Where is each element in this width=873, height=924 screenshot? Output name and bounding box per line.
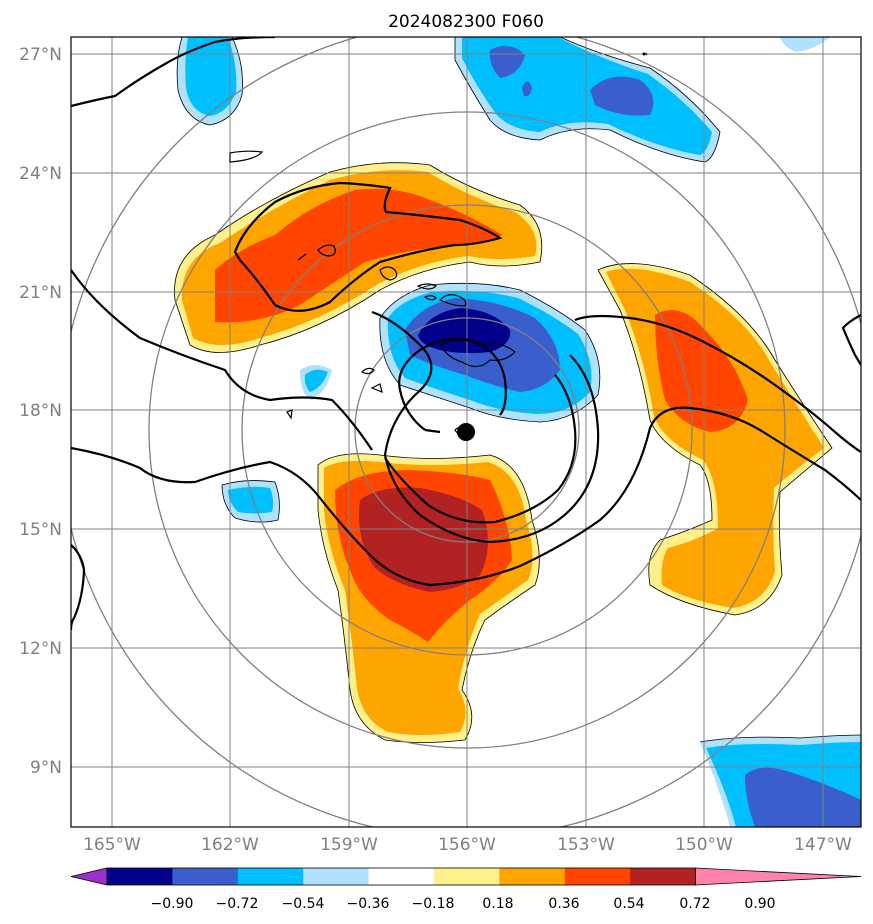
colorbar-segment <box>303 868 370 885</box>
lat-label: 15°N <box>19 520 62 540</box>
contour-east-edge <box>841 314 861 366</box>
longitude-labels: 165°W 162°W 159°W 156°W 153°W 150°W 147°… <box>83 835 852 855</box>
kauai-island <box>379 266 398 281</box>
colorbar-extend-min <box>70 867 108 886</box>
lon-label: 153°W <box>557 835 615 855</box>
colorbar-tick-label: −0.18 <box>412 896 455 912</box>
lon-label: 159°W <box>320 835 378 855</box>
lon-label: 162°W <box>201 835 259 855</box>
nw-strong-positive <box>215 188 502 323</box>
lat-label: 12°N <box>19 639 62 659</box>
colorbar-frame <box>106 867 696 886</box>
lon-label: 147°W <box>794 835 852 855</box>
lon-label: 165°W <box>83 835 141 855</box>
colorbar-labels: −0.90 −0.72 −0.54 −0.36 −0.18 0.18 0.36 … <box>151 896 776 912</box>
map-area <box>71 37 861 827</box>
colorbar-tick-label: 0.90 <box>744 896 775 912</box>
lat-label: 21°N <box>19 283 62 303</box>
colorbar-segment <box>107 868 173 885</box>
fill-outlines <box>174 37 861 743</box>
nw-island <box>229 150 264 163</box>
map-title: 2024082300 F060 <box>388 12 544 32</box>
lat-label: 27°N <box>19 45 62 65</box>
e-strong-positive <box>655 310 748 432</box>
colorbar-tick-label: 0.18 <box>482 896 513 912</box>
colorbar-segment <box>630 868 697 885</box>
graticule <box>71 37 861 827</box>
contour-nw-ridge <box>233 181 503 312</box>
s-max-positive <box>359 487 489 592</box>
contour-west-arc <box>71 269 373 451</box>
colorbar-tick-label: 0.72 <box>679 896 710 912</box>
colorbar-tick-label: −0.90 <box>151 896 194 912</box>
lat-label: 18°N <box>19 401 62 421</box>
maui-island <box>438 294 467 307</box>
colorbar-segment <box>237 868 304 885</box>
contour-west-left <box>71 544 86 631</box>
colorbar-segment <box>499 868 566 885</box>
oahu-island <box>416 283 438 290</box>
contour-lines <box>71 37 861 631</box>
colorbar-segment <box>434 868 500 885</box>
lon-label: 150°W <box>675 835 733 855</box>
range-rings <box>71 37 861 827</box>
colorbar-tick-label: 0.36 <box>548 896 579 912</box>
colorbar-segment <box>172 868 239 885</box>
contour-east-upper <box>574 314 861 453</box>
latitude-labels: 27°N 24°N 21°N 18°N 15°N 12°N 9°N <box>19 45 62 778</box>
colorbar-tick-label: 0.54 <box>613 896 644 912</box>
contour-center-tick <box>424 428 441 434</box>
plot-frame <box>70 36 862 828</box>
colorbar <box>70 867 862 886</box>
ne-negative-region <box>780 37 830 52</box>
colorbar-tick-label: −0.54 <box>282 896 325 912</box>
lon-label: 156°W <box>438 835 496 855</box>
storm-center-marker <box>457 423 475 441</box>
positive-anomaly-fill <box>174 162 832 743</box>
colorbar-tick-label: −0.72 <box>216 896 259 912</box>
lat-label: 9°N <box>30 758 62 778</box>
contour-outer-north <box>71 37 276 108</box>
colorbar-segment <box>368 868 435 885</box>
contour-southwest <box>71 406 861 587</box>
colorbar-extend-max <box>695 867 862 886</box>
contour-loop-outer <box>371 310 600 544</box>
colorbar-segment <box>564 868 631 885</box>
colorbar-tick-label: −0.36 <box>347 896 390 912</box>
lat-label: 24°N <box>19 164 62 184</box>
contour-loop-mid <box>384 374 577 524</box>
contour-inner-loop <box>398 337 507 431</box>
